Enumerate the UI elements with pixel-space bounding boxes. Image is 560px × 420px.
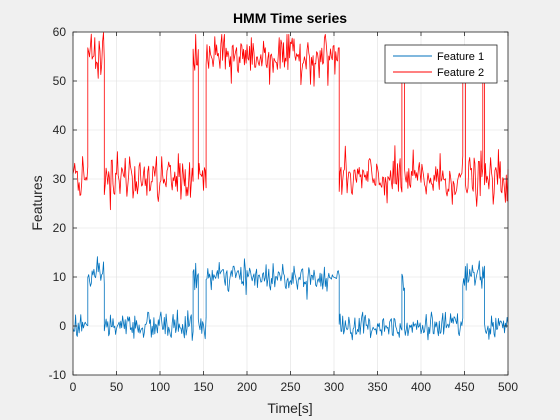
x-tick-label: 500 <box>498 380 518 394</box>
y-tick-label: 40 <box>53 123 67 137</box>
x-tick-label: 100 <box>150 380 170 394</box>
x-axis-label: Time[s] <box>267 400 312 416</box>
legend-box <box>384 44 498 84</box>
x-tick-label: 400 <box>411 380 431 394</box>
x-tick-label: 250 <box>280 380 300 394</box>
y-axis: -10 0 10 20 30 40 50 60 <box>49 25 508 382</box>
y-tick-label: 10 <box>53 270 67 284</box>
x-tick-label: 350 <box>367 380 387 394</box>
y-tick-label: 50 <box>53 74 67 88</box>
y-tick-label: 0 <box>59 319 66 333</box>
chart-title: HMM Time series <box>233 10 347 26</box>
legend-label-feature-1: Feature 1 <box>437 51 484 63</box>
series-lines <box>72 32 509 341</box>
x-tick-label: 50 <box>110 380 124 394</box>
y-tick-label: -10 <box>49 368 67 382</box>
legend: Feature 1 Feature 2 <box>384 44 498 84</box>
series-line-feature-2 <box>72 32 509 211</box>
x-axis: 0 50 100 150 200 250 300 350 400 450 500 <box>70 32 518 394</box>
x-tick-label: 150 <box>193 380 213 394</box>
series-line-feature-1 <box>72 256 509 341</box>
y-axis-label: Features <box>29 175 45 230</box>
y-tick-label: 20 <box>53 221 67 235</box>
x-tick-label: 0 <box>70 380 77 394</box>
y-tick-label: 30 <box>53 172 67 186</box>
x-tick-label: 200 <box>237 380 257 394</box>
x-tick-label: 450 <box>454 380 474 394</box>
legend-label-feature-2: Feature 2 <box>437 67 484 79</box>
x-tick-label: 300 <box>324 380 344 394</box>
y-tick-label: 60 <box>53 25 67 39</box>
